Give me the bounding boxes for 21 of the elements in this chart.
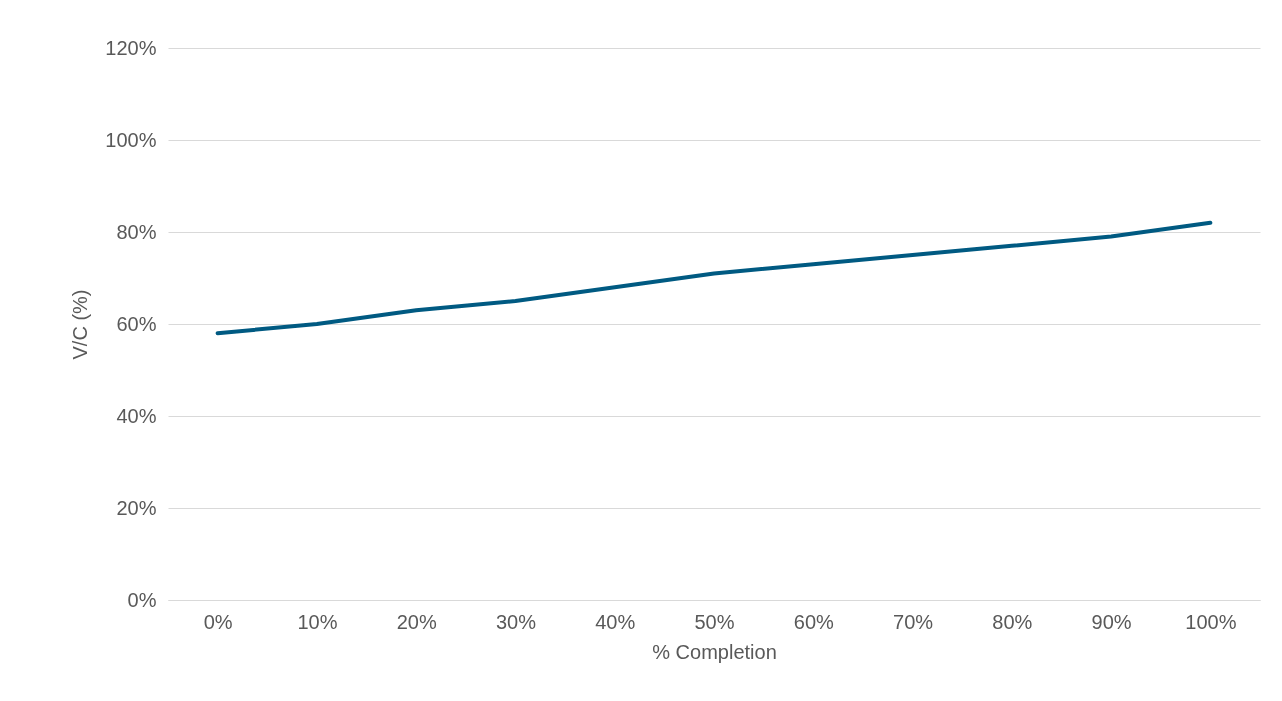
x-tick-label: 90% xyxy=(1091,610,1132,633)
y-tick-label: 60% xyxy=(116,312,157,335)
y-axis-title: V/C (%) xyxy=(69,289,92,360)
x-axis-title: % Completion xyxy=(652,640,777,663)
x-tick-label: 60% xyxy=(793,610,834,633)
x-tick-label: 70% xyxy=(893,610,934,633)
y-tick-label: 40% xyxy=(116,404,157,427)
y-tick-label: 120% xyxy=(105,36,157,59)
x-tick-label: 50% xyxy=(694,610,735,633)
y-tick-label: 20% xyxy=(116,496,157,519)
x-tick-label: 40% xyxy=(595,610,636,633)
x-tick-label: 100% xyxy=(1185,610,1237,633)
y-tick-label: 100% xyxy=(105,128,157,151)
x-tick-label: 80% xyxy=(992,610,1033,633)
x-tick-label: 30% xyxy=(495,610,537,633)
x-tick-label: 20% xyxy=(396,610,437,633)
line-series xyxy=(215,220,1213,336)
x-tick-label: 10% xyxy=(297,610,338,633)
y-tick-label: 80% xyxy=(116,220,157,243)
x-tick-label: 0% xyxy=(203,610,233,633)
y-tick-label: 0% xyxy=(127,588,157,611)
